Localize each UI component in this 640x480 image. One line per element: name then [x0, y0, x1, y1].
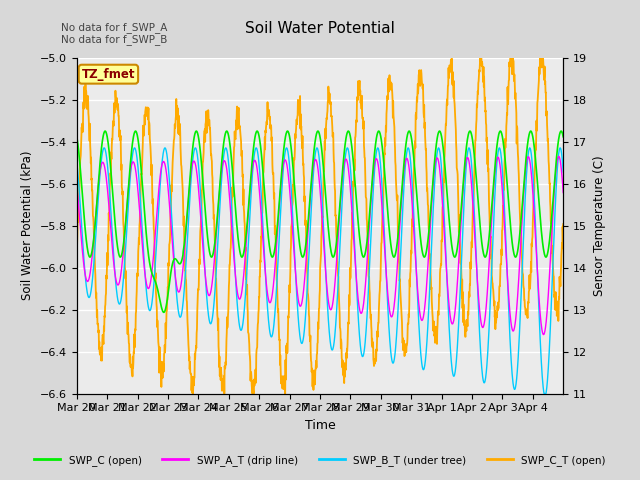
Y-axis label: Soil Water Potential (kPa): Soil Water Potential (kPa) [21, 151, 35, 300]
Text: TZ_fmet: TZ_fmet [82, 68, 135, 81]
X-axis label: Time: Time [305, 419, 335, 432]
Legend: SWP_C (open), SWP_A_T (drip line), SWP_B_T (under tree), SWP_C_T (open): SWP_C (open), SWP_A_T (drip line), SWP_B… [30, 451, 610, 470]
Text: No data for f_SWP_A
No data for f_SWP_B: No data for f_SWP_A No data for f_SWP_B [61, 22, 167, 45]
Y-axis label: Sensor Temperature (C): Sensor Temperature (C) [593, 156, 605, 296]
Title: Soil Water Potential: Soil Water Potential [245, 21, 395, 36]
